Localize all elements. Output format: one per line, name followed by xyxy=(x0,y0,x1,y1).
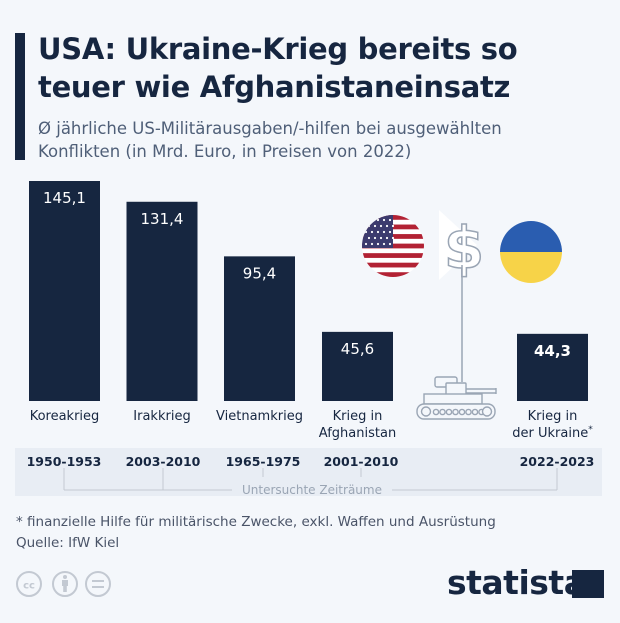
tank-icon xyxy=(416,376,497,420)
subtitle: Ø jährliche US-Militärausgaben/-hilfen b… xyxy=(38,117,613,163)
timeline: 1950-1953 2003-2010 1965-1975 2001-2010 2022… xyxy=(27,454,595,497)
period-label-3: 2001-2010 xyxy=(324,454,399,469)
period-label-1: 2003-2010 xyxy=(126,454,201,469)
value-label-4: 44,3 xyxy=(534,342,571,360)
statista-logo-mark-icon xyxy=(572,570,604,598)
source-text: Quelle: IfW Kiel xyxy=(16,535,120,551)
bar-4 xyxy=(517,333,588,401)
timeline-label: Untersuchte Zeiträume xyxy=(242,483,382,497)
value-label-1: 131,4 xyxy=(141,210,184,228)
value-labels: 145,1 131,4 95,4 45,6 44,3 xyxy=(43,189,571,360)
svg-text:$: $ xyxy=(444,214,484,282)
title-accent-bar xyxy=(15,33,25,160)
us-flag-icon xyxy=(362,215,424,277)
timeline-band xyxy=(15,448,602,496)
page-title: USA: Ukraine-Krieg bereits so teuer wie … xyxy=(38,30,613,106)
title-line-1: USA: Ukraine-Krieg bereits so xyxy=(38,32,518,66)
by-icon xyxy=(52,571,78,597)
category-label-line2-4: der Ukraine* xyxy=(512,425,593,441)
cc-icon: cc xyxy=(16,571,42,597)
category-labels: Koreakrieg Irakkrieg Vietnamkrieg Krieg in A… xyxy=(30,409,594,441)
period-label-2: 1965-1975 xyxy=(226,454,301,469)
license-icons: cc xyxy=(16,571,111,597)
footnote-text: * finanzielle Hilfe für militärische Zwe… xyxy=(16,514,496,530)
statista-logo: statista xyxy=(447,563,586,602)
category-label-2: Vietnamkrieg xyxy=(216,409,303,424)
svg-text:cc: cc xyxy=(23,581,35,592)
category-label-1: Irakkrieg xyxy=(133,409,190,424)
category-label-3: Krieg in xyxy=(333,409,383,424)
illustration: $ xyxy=(362,210,562,420)
period-label-0: 1950-1953 xyxy=(27,454,102,469)
bar-3 xyxy=(322,331,393,401)
subtitle-line-2: Konflikten (in Mrd. Euro, in Preisen von… xyxy=(38,142,412,161)
period-label-4: 2022-2023 xyxy=(520,454,595,469)
title-line-2: teuer wie Afghanistaneinsatz xyxy=(38,70,511,104)
bar-2 xyxy=(224,256,295,401)
ukraine-flag-icon xyxy=(500,221,562,283)
category-label-line2-3: Afghanistan xyxy=(319,426,396,441)
footnotes: * finanzielle Hilfe für militärische Zwe… xyxy=(16,512,496,554)
subtitle-line-1: Ø jährliche US-Militärausgaben/-hilfen b… xyxy=(38,119,502,138)
value-label-2: 95,4 xyxy=(243,264,276,282)
category-label-4: Krieg in xyxy=(528,409,578,424)
value-label-3: 45,6 xyxy=(341,340,374,358)
category-label-0: Koreakrieg xyxy=(30,409,100,424)
nd-icon xyxy=(85,571,111,597)
bar-0 xyxy=(29,181,100,401)
value-label-0: 145,1 xyxy=(43,189,86,207)
bar-1 xyxy=(126,201,198,401)
bars xyxy=(29,181,588,401)
bar-chart: $ 145,1 131,4 95,4 45,6 44,3 Koreakrieg Irakk… xyxy=(27,181,595,497)
dollar-sign-icon: $ xyxy=(439,210,485,382)
